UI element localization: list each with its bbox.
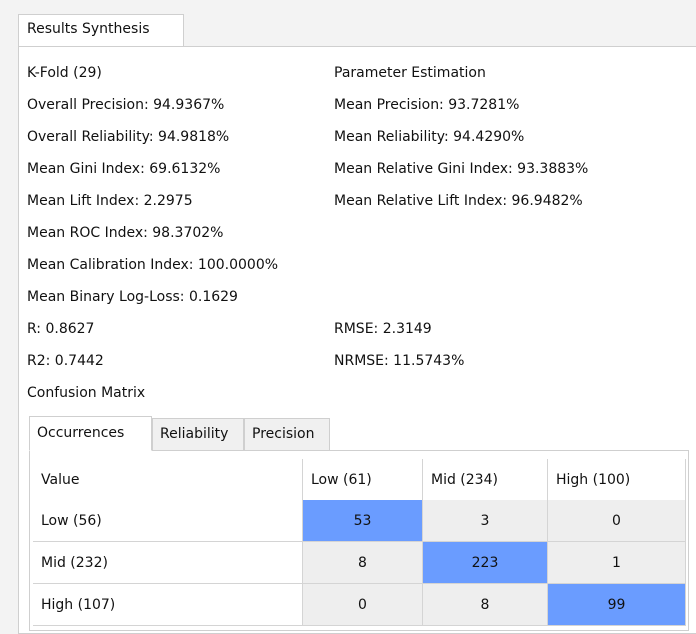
- stat-label: RMSE: 2.3149: [334, 321, 432, 337]
- stat-label: Mean Relative Lift Index: 96.9482%: [334, 193, 583, 209]
- header-cell: Mid (234): [423, 459, 548, 501]
- matrix-tab[interactable]: Occurrences: [29, 416, 152, 451]
- stat-label: Mean Precision: 93.7281%: [334, 97, 520, 113]
- matrix-tab[interactable]: Reliability: [152, 418, 244, 451]
- stat-label: Confusion Matrix: [27, 385, 146, 401]
- header-cell: High (100): [548, 459, 686, 501]
- matrix-tab[interactable]: Precision: [244, 418, 330, 451]
- stat-label: K-Fold (29): [27, 65, 102, 81]
- matrix-cell: 3: [423, 500, 548, 542]
- results-tab[interactable]: Results Synthesis: [18, 14, 184, 47]
- stat-label: Mean Gini Index: 69.6132%: [27, 161, 221, 177]
- stat-label: R2: 0.7442: [27, 353, 104, 369]
- header-cell: Value: [33, 459, 303, 501]
- matrix-cell: 8: [303, 542, 423, 584]
- stat-label: R: 0.8627: [27, 321, 95, 337]
- stat-label: Overall Reliability: 94.9818%: [27, 129, 230, 145]
- stat-label: Mean ROC Index: 98.3702%: [27, 225, 224, 241]
- matrix-cell: 99: [548, 584, 686, 626]
- stat-label: Mean Relative Gini Index: 93.3883%: [334, 161, 589, 177]
- matrix-cell: 0: [548, 500, 686, 542]
- stat-label: Parameter Estimation: [334, 65, 486, 81]
- matrix-cell: 0: [303, 584, 423, 626]
- matrix-cell: 53: [303, 500, 423, 542]
- matrix-cell: 1: [548, 542, 686, 584]
- matrix-cell: 223: [423, 542, 548, 584]
- matrix-cell: 8: [423, 584, 548, 626]
- stat-label: Mean Reliability: 94.4290%: [334, 129, 525, 145]
- header-cell: Low (61): [303, 459, 423, 501]
- stat-label: Mean Calibration Index: 100.0000%: [27, 257, 279, 273]
- stat-label: Overall Precision: 94.9367%: [27, 97, 225, 113]
- row-header: High (107): [33, 584, 303, 626]
- row-header: Low (56): [33, 500, 303, 542]
- stat-label: Mean Lift Index: 2.2975: [27, 193, 193, 209]
- stat-label: Mean Binary Log-Loss: 0.1629: [27, 289, 238, 305]
- row-header: Mid (232): [33, 542, 303, 584]
- stat-label: NRMSE: 11.5743%: [334, 353, 465, 369]
